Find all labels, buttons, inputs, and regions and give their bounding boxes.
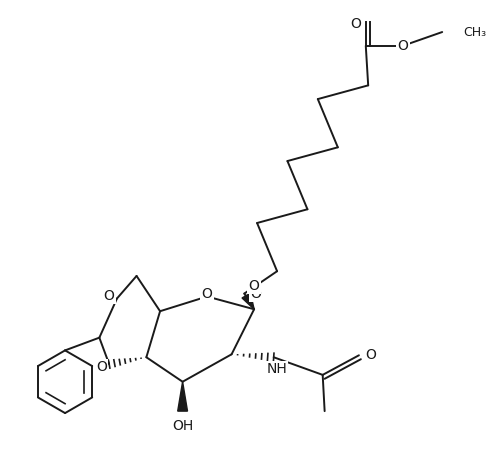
Text: O: O (351, 17, 361, 31)
Text: O: O (96, 360, 107, 374)
Text: O: O (248, 279, 260, 293)
Text: O: O (398, 39, 409, 53)
Text: NH: NH (266, 362, 287, 376)
Polygon shape (178, 382, 188, 411)
Text: OH: OH (172, 419, 193, 433)
Text: O: O (104, 289, 114, 303)
Text: CH₃: CH₃ (464, 26, 487, 38)
Text: O: O (250, 286, 262, 300)
Polygon shape (242, 293, 254, 309)
Text: O: O (365, 348, 376, 362)
Text: O: O (202, 286, 213, 300)
